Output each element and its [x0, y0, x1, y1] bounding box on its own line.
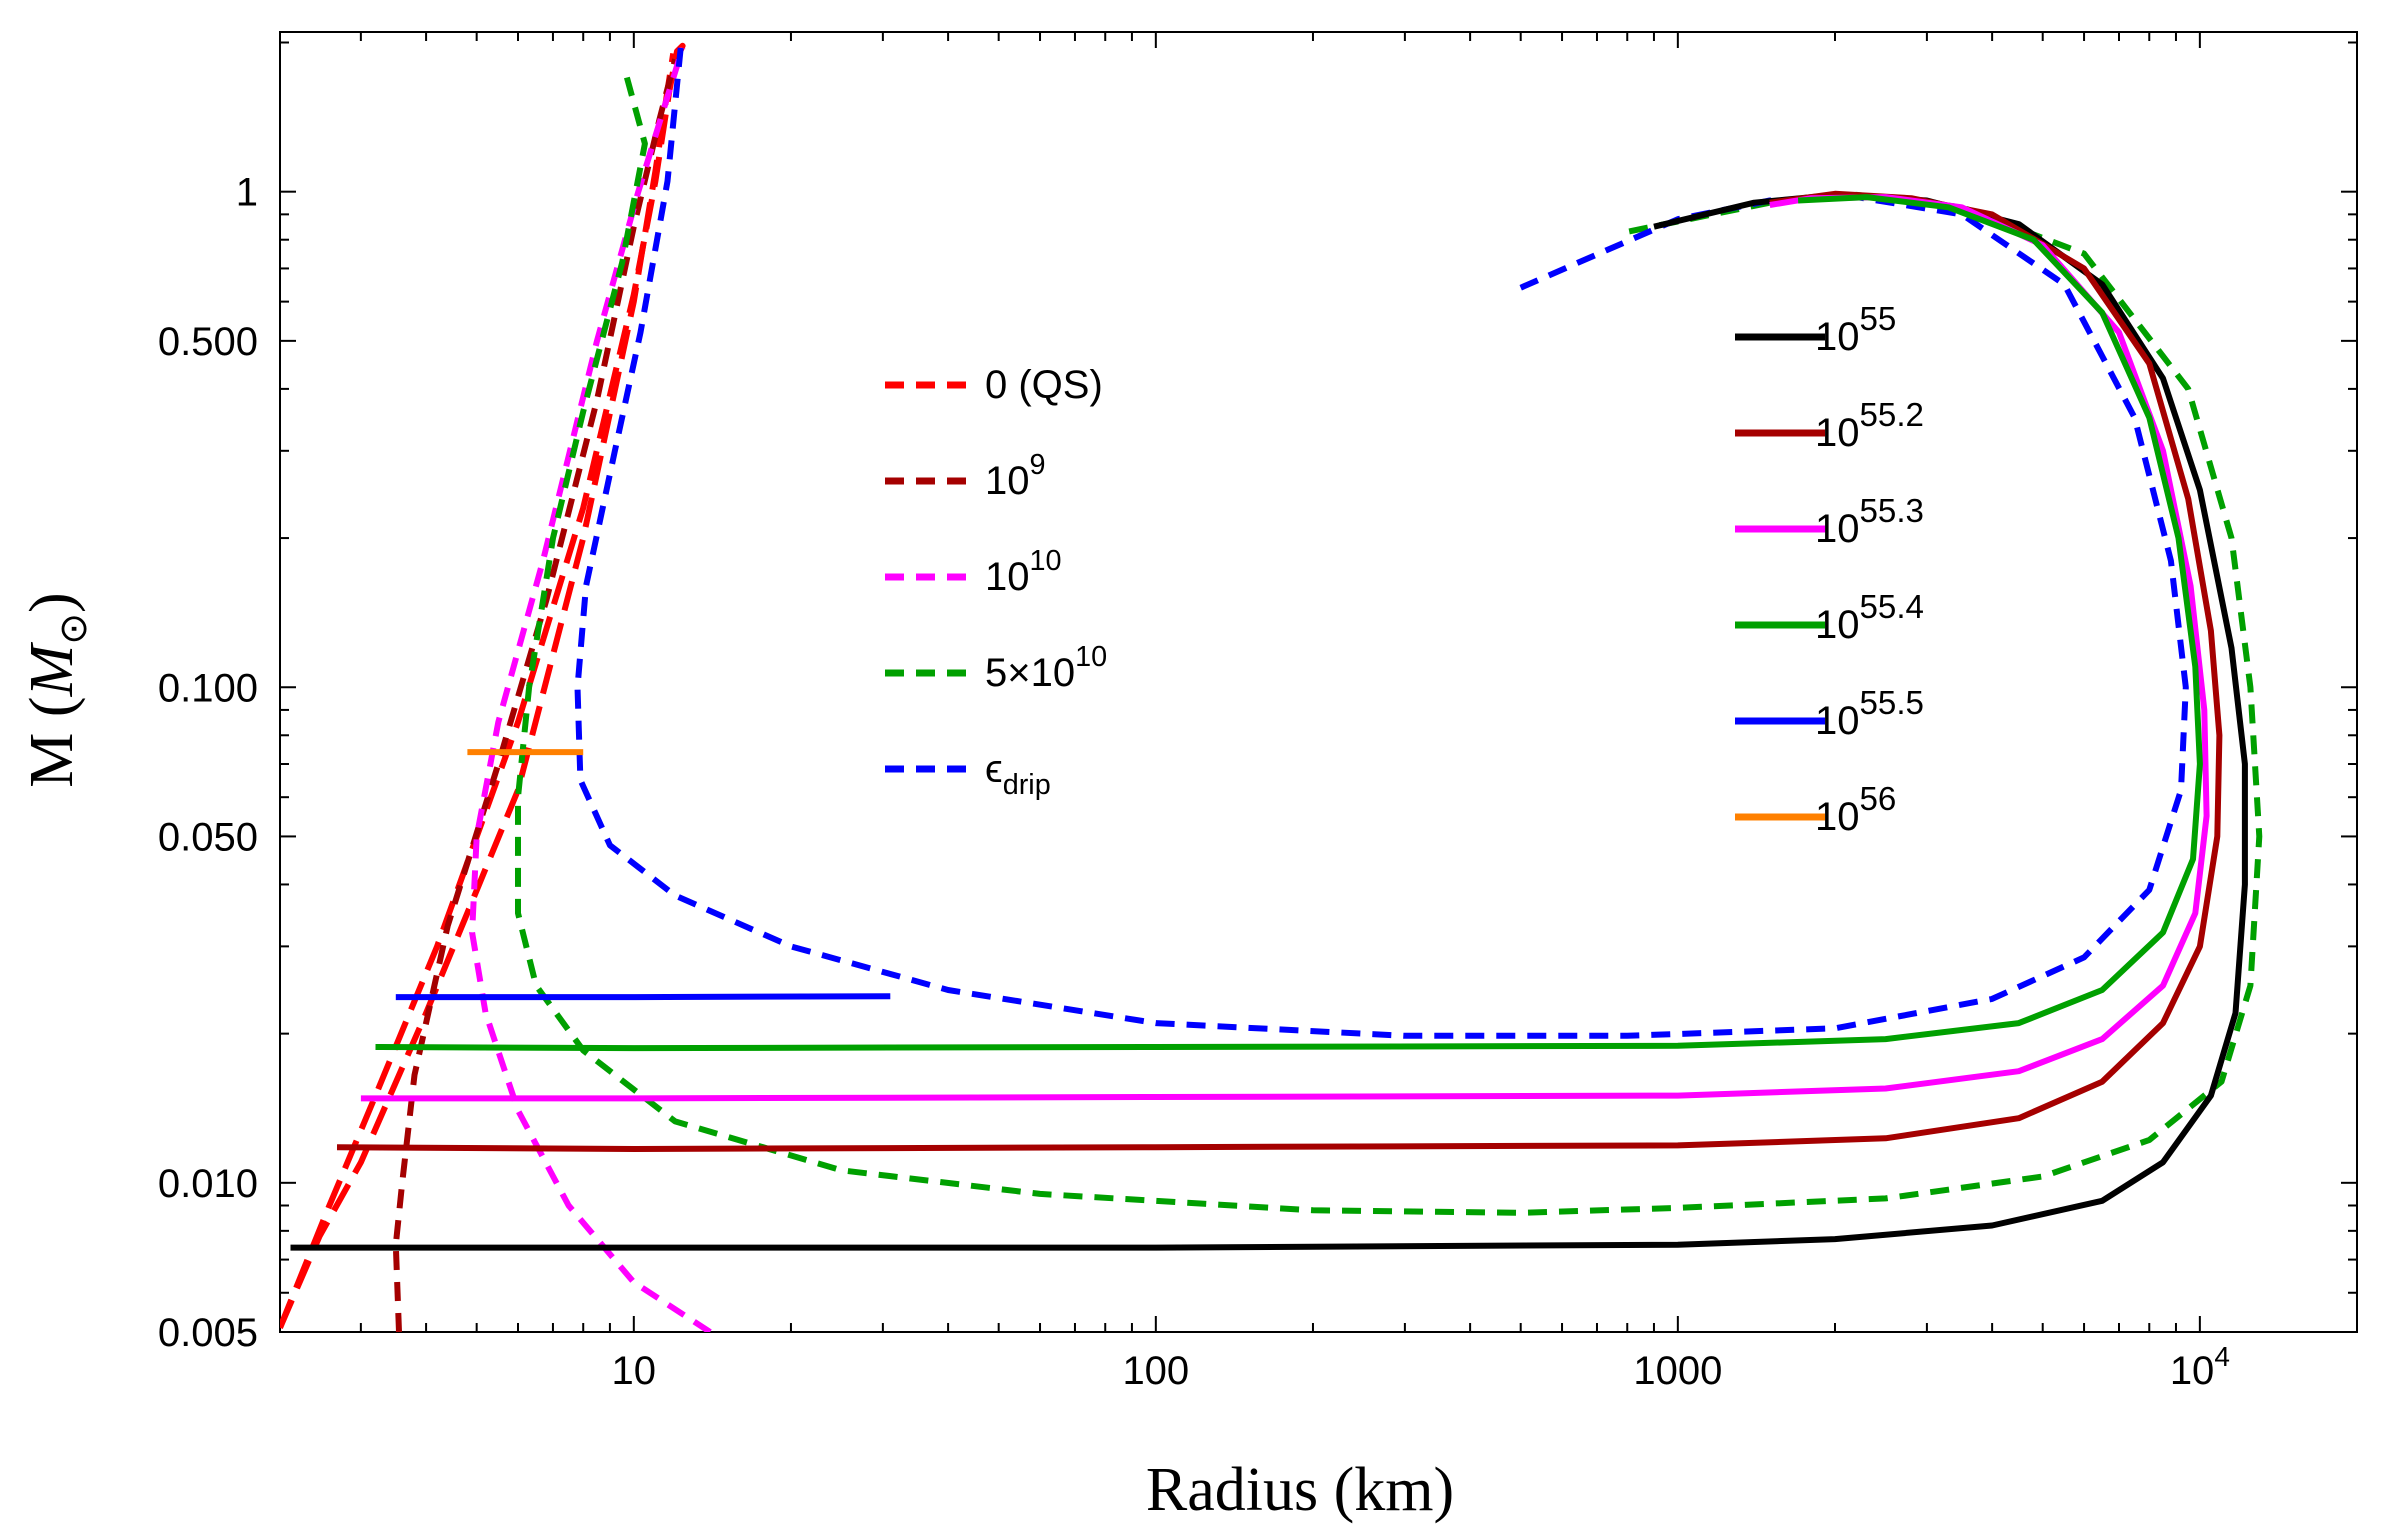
series-layer	[280, 42, 2263, 1332]
legend-label: 5×1010	[985, 641, 1107, 695]
x-tick-label: 100	[1122, 1349, 1189, 1393]
y-axis-title-sub: ⊙	[53, 613, 95, 645]
x-tick-label: 10	[612, 1349, 657, 1393]
series-line-1e55-4	[375, 194, 2203, 1052]
x-tick-label: 104	[2170, 1341, 2230, 1393]
y-axis-title-main: M	[18, 733, 86, 788]
series-line-qs-tail	[280, 53, 677, 1329]
legend-label: 109	[985, 449, 1046, 503]
series-line-1e55-5	[395, 993, 891, 1001]
y-tick-labels: 0.005 0.010 0.050 0.100 0.500 1	[158, 171, 258, 1355]
y-tick-label: 0.050	[158, 815, 258, 859]
y-axis-title: M (M⊙)	[18, 592, 95, 787]
legend-label: 1055.5	[1815, 685, 1924, 743]
series-line-drip	[574, 47, 2189, 1039]
legend-label: ϵdrip	[985, 747, 1051, 801]
y-tick-label: 0.010	[158, 1162, 258, 1206]
y-tick-label: 1	[236, 171, 258, 215]
legend-label: 1056	[1815, 781, 1896, 839]
legend-label: 1010	[985, 545, 1062, 599]
x-tick-labels: 10 100 1000 104	[612, 1341, 2230, 1393]
y-tick-label: 0.005	[158, 1311, 258, 1355]
legend-label: 1055.3	[1815, 493, 1924, 551]
x-tick-label: 1000	[1633, 1349, 1722, 1393]
series-line-5e10	[515, 76, 2263, 1216]
series-line-1e55	[290, 191, 2248, 1251]
axis-ticks	[280, 32, 2358, 1333]
legend-label: 0 (QS)	[985, 363, 1103, 407]
legend-label: 1055.2	[1815, 397, 1924, 455]
series-line-1e55-3	[360, 194, 2210, 1102]
series-line-1e10	[469, 47, 712, 1332]
series-line-1e9	[392, 58, 679, 1332]
legend-label: 1055.4	[1815, 589, 1924, 647]
series-line-1e55-2	[336, 190, 2223, 1152]
y-tick-label: 0.100	[158, 666, 258, 710]
y-axis-title-symbol: M	[18, 641, 86, 697]
y-tick-label: 0.500	[158, 320, 258, 364]
legend-right: 1055 1055.2 1055.3 1055.4 1055.5 1056	[1735, 301, 1924, 839]
legend-left: 0 (QS) 109 1010 5×1010 ϵdrip	[885, 363, 1107, 801]
legend-label: 1055	[1815, 301, 1896, 359]
x-axis-title: Radius (km)	[1146, 1456, 1454, 1524]
svg-text:M (M⊙): M (M⊙)	[18, 592, 95, 787]
series-line-qs	[280, 42, 686, 1329]
plot-frame	[279, 31, 2358, 1333]
